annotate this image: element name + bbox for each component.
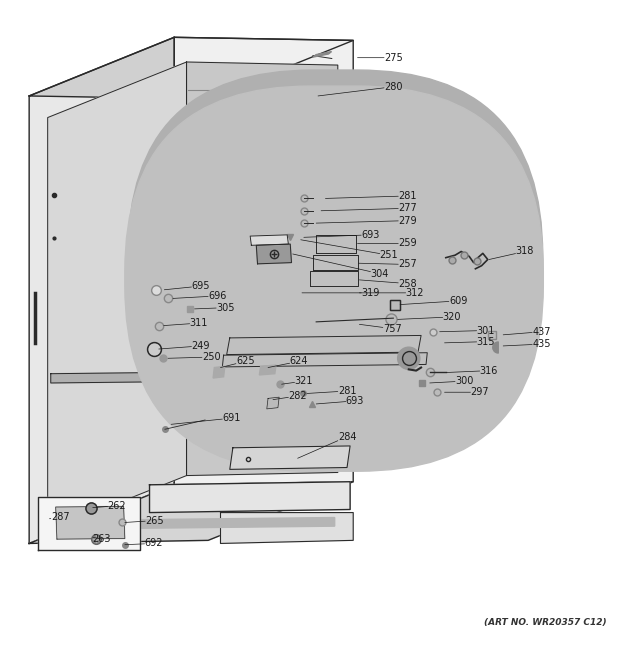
Text: 321: 321 — [281, 376, 313, 386]
Text: 300: 300 — [430, 376, 474, 386]
Text: 695: 695 — [164, 281, 210, 291]
Text: 249: 249 — [159, 341, 210, 351]
Polygon shape — [221, 512, 353, 543]
Polygon shape — [273, 81, 298, 99]
Polygon shape — [174, 37, 353, 485]
Text: 757: 757 — [360, 324, 402, 334]
Text: 284: 284 — [298, 432, 356, 458]
Text: 262: 262 — [93, 501, 126, 511]
Text: 250: 250 — [168, 352, 221, 362]
Polygon shape — [230, 446, 350, 469]
Polygon shape — [259, 365, 276, 375]
Text: 318: 318 — [489, 247, 534, 260]
Text: 281: 281 — [326, 191, 417, 201]
Text: 437: 437 — [503, 327, 551, 336]
Polygon shape — [51, 518, 335, 529]
Text: 693: 693 — [316, 396, 364, 406]
Text: 287: 287 — [50, 512, 69, 522]
Text: 435: 435 — [503, 339, 551, 349]
Polygon shape — [232, 336, 415, 354]
FancyBboxPatch shape — [125, 86, 543, 471]
Text: 311: 311 — [164, 318, 208, 328]
Text: 692: 692 — [125, 539, 163, 549]
Polygon shape — [313, 52, 332, 57]
FancyBboxPatch shape — [313, 232, 360, 256]
Text: 696: 696 — [173, 291, 226, 301]
Polygon shape — [213, 366, 225, 378]
Polygon shape — [38, 497, 140, 549]
Text: 691: 691 — [171, 413, 241, 424]
Text: 263: 263 — [93, 534, 111, 544]
Text: 609: 609 — [400, 296, 467, 306]
Polygon shape — [223, 353, 427, 367]
Text: 259: 259 — [358, 239, 417, 249]
Text: 319: 319 — [302, 288, 379, 298]
Text: (ART NO. WR20357 C12): (ART NO. WR20357 C12) — [484, 618, 606, 627]
Polygon shape — [250, 235, 288, 245]
Polygon shape — [29, 37, 174, 543]
Text: 281: 281 — [307, 386, 356, 396]
Text: 304: 304 — [293, 254, 389, 279]
Text: 316: 316 — [447, 366, 498, 375]
Polygon shape — [29, 37, 353, 99]
Polygon shape — [227, 335, 421, 354]
Text: 312: 312 — [360, 288, 424, 298]
Text: 305: 305 — [195, 303, 235, 313]
Text: 258: 258 — [360, 278, 417, 289]
Text: 251: 251 — [301, 240, 399, 260]
Text: 320: 320 — [397, 312, 461, 322]
Text: 279: 279 — [316, 215, 417, 225]
Text: 625: 625 — [221, 356, 255, 368]
Text: 277: 277 — [321, 204, 417, 214]
Circle shape — [397, 347, 420, 369]
Text: 693: 693 — [304, 230, 379, 240]
Text: 280: 280 — [318, 82, 402, 96]
Polygon shape — [56, 506, 125, 539]
Text: 282: 282 — [273, 391, 307, 401]
FancyBboxPatch shape — [128, 70, 542, 455]
Polygon shape — [149, 482, 350, 512]
Polygon shape — [48, 62, 187, 531]
Text: 624: 624 — [268, 356, 308, 368]
Text: 257: 257 — [359, 260, 417, 270]
Text: 265: 265 — [125, 516, 164, 525]
Text: 275: 275 — [358, 53, 403, 63]
Text: 297: 297 — [445, 387, 489, 397]
Polygon shape — [51, 371, 335, 383]
Text: eReplacementParts.com: eReplacementParts.com — [234, 305, 386, 319]
Polygon shape — [187, 62, 338, 475]
Polygon shape — [29, 482, 353, 543]
Text: 301: 301 — [440, 325, 495, 336]
Polygon shape — [267, 397, 279, 409]
Text: 315: 315 — [445, 336, 495, 346]
Polygon shape — [256, 244, 291, 264]
